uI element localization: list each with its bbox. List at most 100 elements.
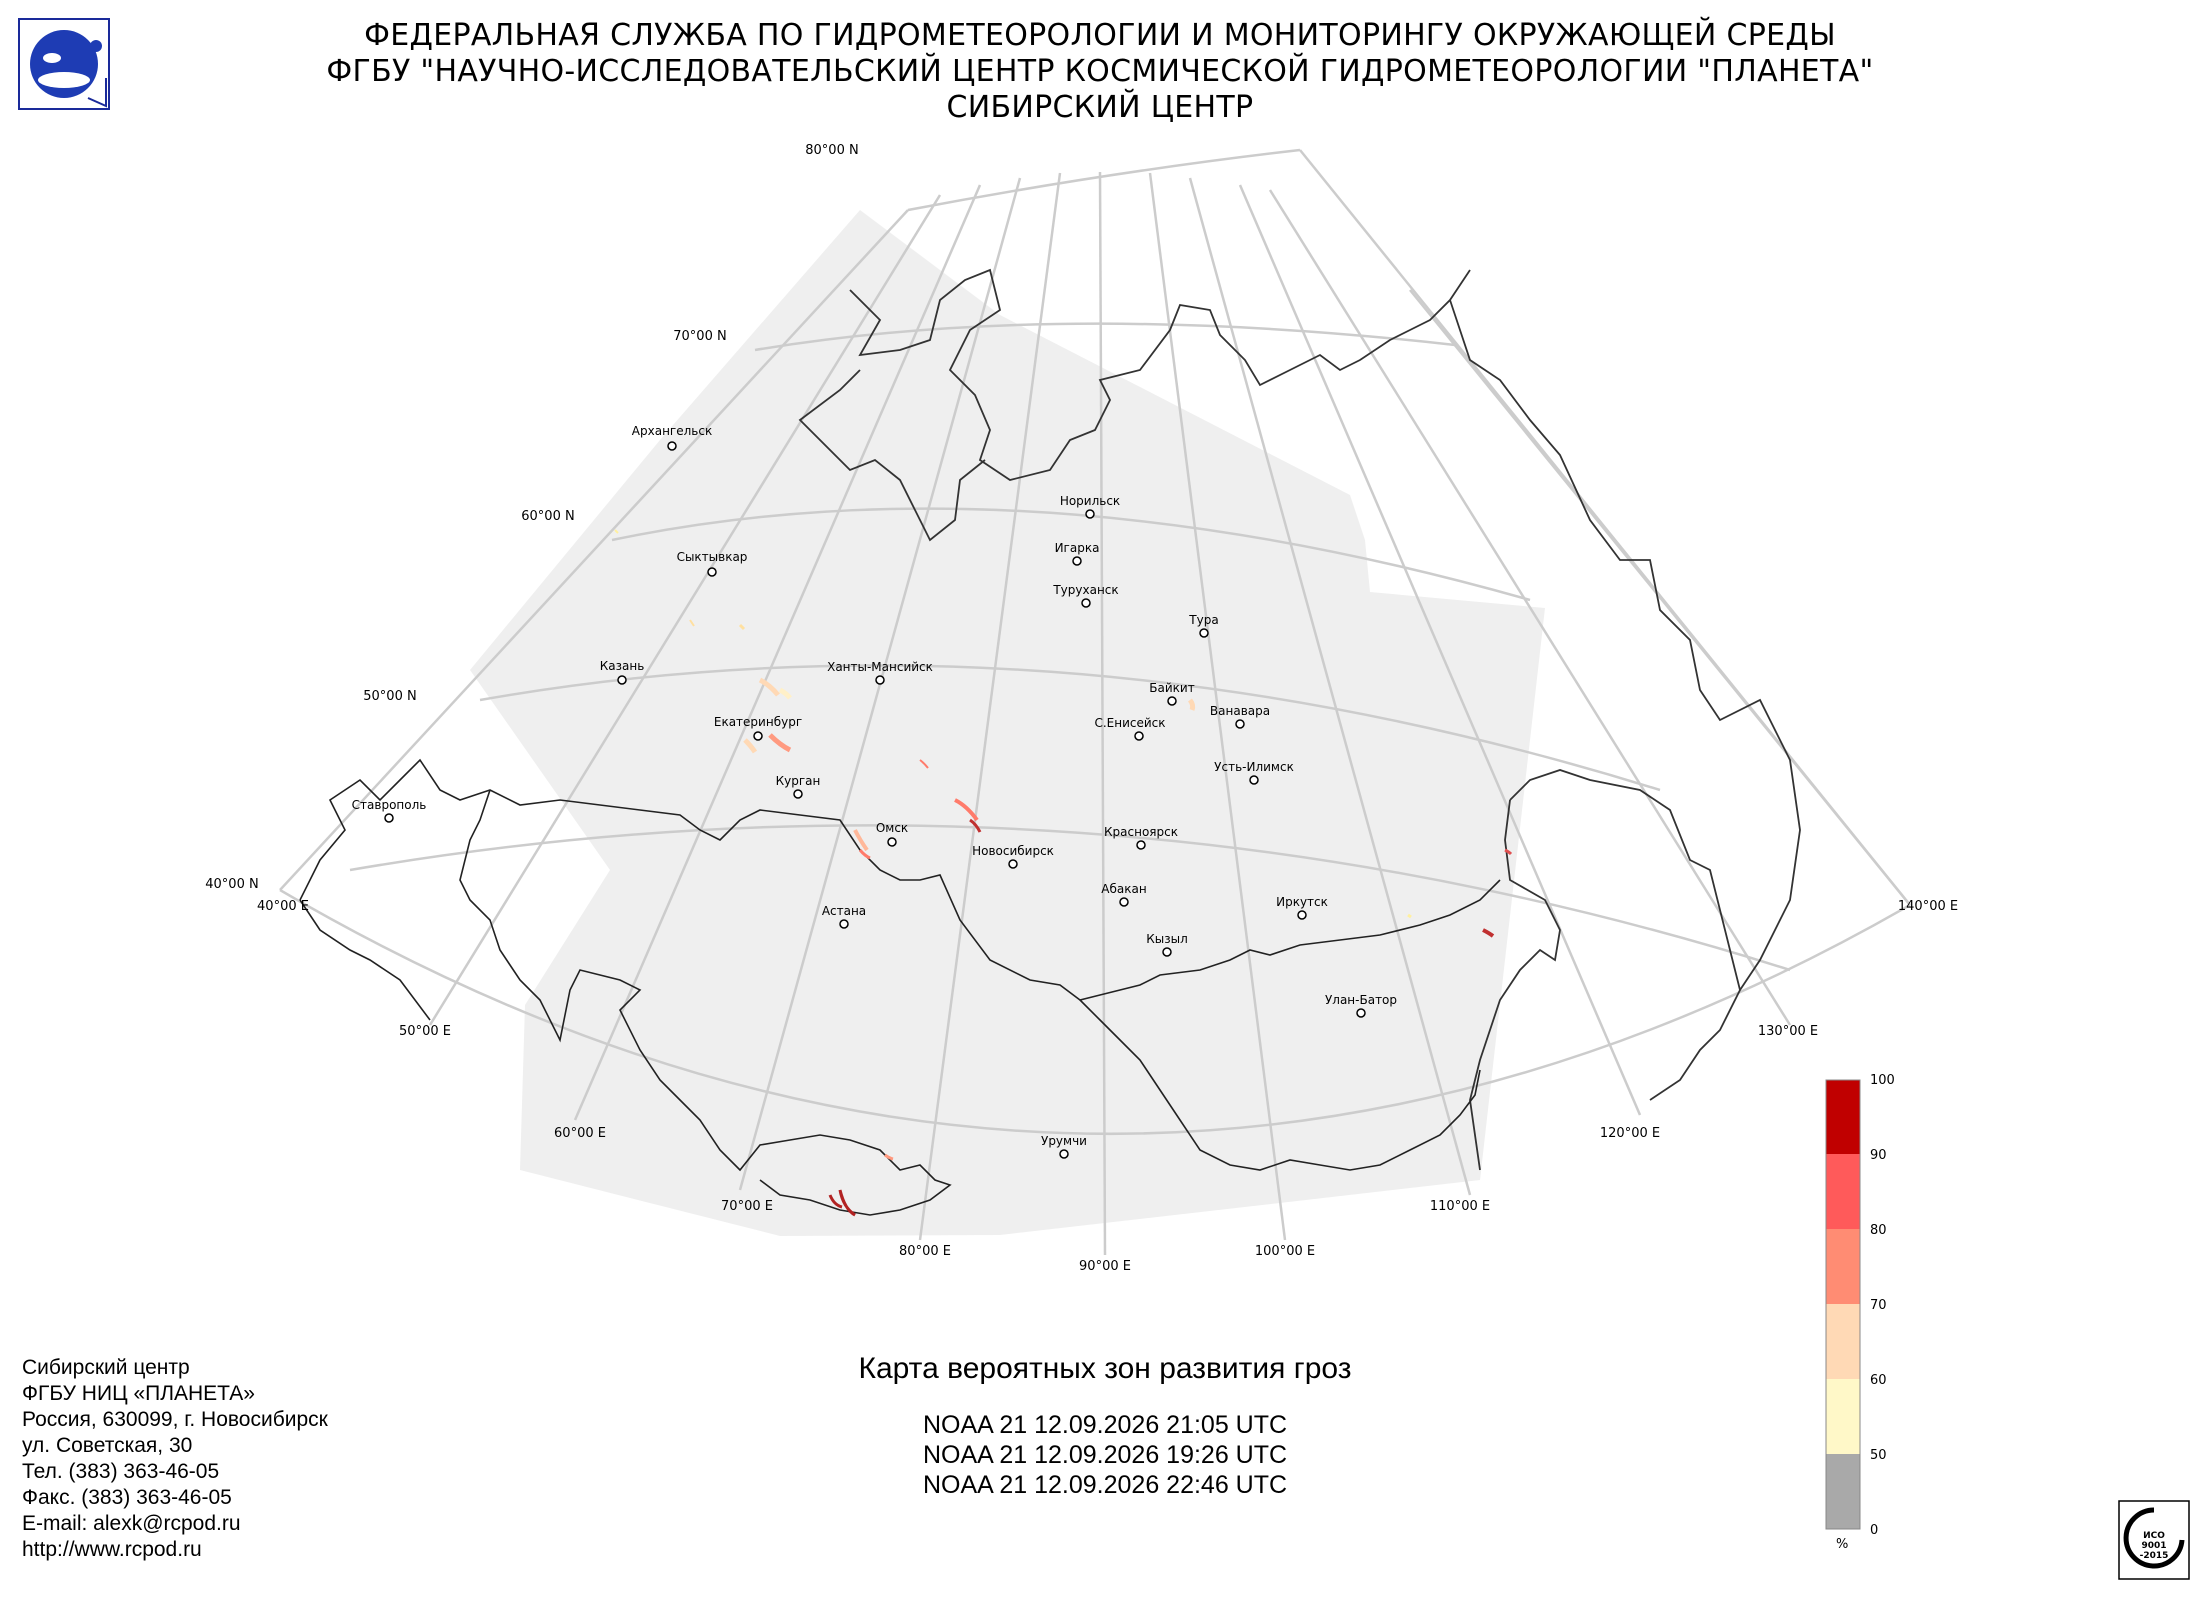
legend-band-70-80 [1826,1229,1860,1304]
borders [299,758,1501,1216]
city-marker-khanty-mansiysk [875,675,885,685]
iso-line-3: -2015 [2140,1551,2169,1561]
contact-line-2: ФГБУ НИЦ «ПЛАНЕТА» [22,1382,255,1405]
header-line-3: СИБИРСКИЙ ЦЕНТР [946,90,1254,125]
city-marker-turukhansk [1081,598,1091,608]
city-marker-kyzyl [1162,947,1172,957]
city-marker-abakan [1119,897,1129,907]
legend-band-60-70 [1826,1304,1860,1379]
city-label-syktyvkar: Сыктывкар [677,550,748,564]
legend-tick-80: 80 [1870,1223,1887,1238]
city-label-khanty-mansiysk: Ханты-Мансийск [827,660,933,674]
legend-tick-60: 60 [1870,1373,1887,1388]
city-marker-ulan-bator [1356,1008,1366,1018]
city-marker-ust-ilimsk [1249,775,1259,785]
contact-line-4: ул. Советская, 30 [22,1434,193,1457]
city-marker-kurgan [793,789,803,799]
city-marker-astana [839,919,849,929]
lat-label-50: 50°00 N [363,689,416,704]
contact-email[interactable]: E-mail: alexk@rcpod.ru [22,1512,241,1535]
contact-website-link[interactable]: http://www.rcpod.ru [22,1538,202,1561]
lon-label-90: 90°00 E [1079,1259,1131,1274]
city-marker-vanavara [1235,719,1245,729]
iso-line-1: ИСО [2143,1531,2165,1541]
city-label-arkhangelsk: Архангельск [632,424,712,438]
legend-band-50-60 [1826,1379,1860,1454]
legend-unit: % [1836,1537,1848,1550]
city-label-novosibirsk: Новосибирск [972,844,1054,858]
city-label-igarka: Игарка [1055,541,1100,555]
city-label-norilsk: Норильск [1060,494,1120,508]
city-label-kurgan: Курган [776,774,821,788]
header: ФЕДЕРАЛЬНАЯ СЛУЖБА ПО ГИДРОМЕТЕОРОЛОГИИ … [0,18,2200,126]
city-marker-s-eniseysk [1134,731,1144,741]
city-label-irkutsk: Иркутск [1276,895,1328,909]
city-marker-ekaterinburg [753,731,763,741]
city-labels: Архангельск Сыктывкар Казань Екатеринбур… [352,424,1397,1148]
city-marker-novosibirsk [1008,859,1018,869]
planeta-logo-icon [18,18,110,110]
city-label-tura: Тура [1188,613,1218,627]
city-label-astana: Астана [822,904,866,918]
lon-label-140: 140°00 E [1898,899,1958,914]
lon-label-70: 70°00 E [721,1199,773,1214]
lon-label-40: 40°00 E [257,899,309,914]
legend-tick-100: 100 [1870,1073,1895,1088]
city-label-urumqi: Урумчи [1041,1134,1087,1148]
city-label-abakan: Абакан [1101,882,1146,896]
iso-certification-icon: ИСО 9001 -2015 [2118,1500,2190,1580]
lon-label-80: 80°00 E [899,1244,951,1259]
city-label-kazan: Казань [600,659,645,673]
city-marker-stavropol [384,813,394,823]
lon-label-50: 50°00 E [399,1024,451,1039]
city-label-krasnoyarsk: Красноярск [1104,825,1178,839]
city-label-ekaterinburg: Екатеринбург [714,715,802,729]
header-line-2: ФГБУ "НАУЧНО-ИССЛЕДОВАТЕЛЬСКИЙ ЦЕНТР КОС… [326,54,1874,89]
legend-tick-70: 70 [1870,1298,1887,1313]
graticule [279,148,1911,1256]
city-marker-baykit [1167,696,1177,706]
satellite-passes: NOAA 21 12.09.2026 21:05 UTC NOAA 21 12.… [700,1410,1510,1500]
lat-label-70: 70°00 N [673,329,726,344]
city-marker-syktyvkar [707,567,717,577]
cities [384,441,1366,1159]
lon-label-100: 100°00 E [1255,1244,1315,1259]
pass-line-1: NOAA 21 12.09.2026 21:05 UTC [922,1411,1288,1439]
lat-label-80: 80°00 N [805,143,858,158]
legend-band-90-100 [1826,1080,1860,1154]
lat-label-40: 40°00 N [205,877,258,892]
legend-tick-90: 90 [1870,1148,1887,1163]
lon-label-110: 110°00 E [1430,1199,1490,1214]
pass-line-3: NOAA 21 12.09.2026 22:46 UTC [922,1471,1288,1499]
contacts-block: Сибирский центр ФГБУ НИЦ «ПЛАНЕТА» Росси… [22,1355,328,1563]
legend-band-0-50 [1826,1454,1860,1529]
coastlines [798,268,1801,1171]
lon-label-130: 130°00 E [1758,1024,1818,1039]
city-label-vanavara: Ванавара [1210,704,1270,718]
legend-band-80-90 [1826,1154,1860,1229]
probability-legend: 100 90 80 70 60 50 0 % [1825,1073,1895,1550]
contact-line-5: Тел. (383) 363-46-05 [22,1460,220,1483]
city-marker-omsk [887,837,897,847]
city-marker-igarka [1072,556,1082,566]
city-marker-urumqi [1059,1149,1069,1159]
city-label-omsk: Омск [876,821,908,835]
city-label-s-eniseysk: С.Енисейск [1094,716,1165,730]
longitude-labels: 40°00 E 50°00 E 60°00 E 70°00 E 80°00 E … [257,899,1958,1274]
header-line-1: ФЕДЕРАЛЬНАЯ СЛУЖБА ПО ГИДРОМЕТЕОРОЛОГИИ … [364,18,1836,53]
lat-label-60: 60°00 N [521,509,574,524]
lon-label-120: 120°00 E [1600,1126,1660,1141]
city-marker-tura [1199,628,1209,638]
latitude-labels: 80°00 N 70°00 N 60°00 N 50°00 N 40°00 N [205,143,858,892]
city-label-ulan-bator: Улан-Батор [1325,993,1397,1007]
map-title: Карта вероятных зон развития гроз [858,1352,1352,1385]
city-marker-kazan [617,675,627,685]
lon-label-60: 60°00 E [554,1126,606,1141]
contact-line-1: Сибирский центр [22,1356,190,1379]
city-label-kyzyl: Кызыл [1146,932,1188,946]
legend-tick-0: 0 [1870,1523,1878,1538]
city-label-ust-ilimsk: Усть-Илимск [1214,760,1294,774]
contact-line-3: Россия, 630099, г. Новосибирск [22,1408,328,1431]
iso-line-2: 9001 [2141,1541,2166,1551]
